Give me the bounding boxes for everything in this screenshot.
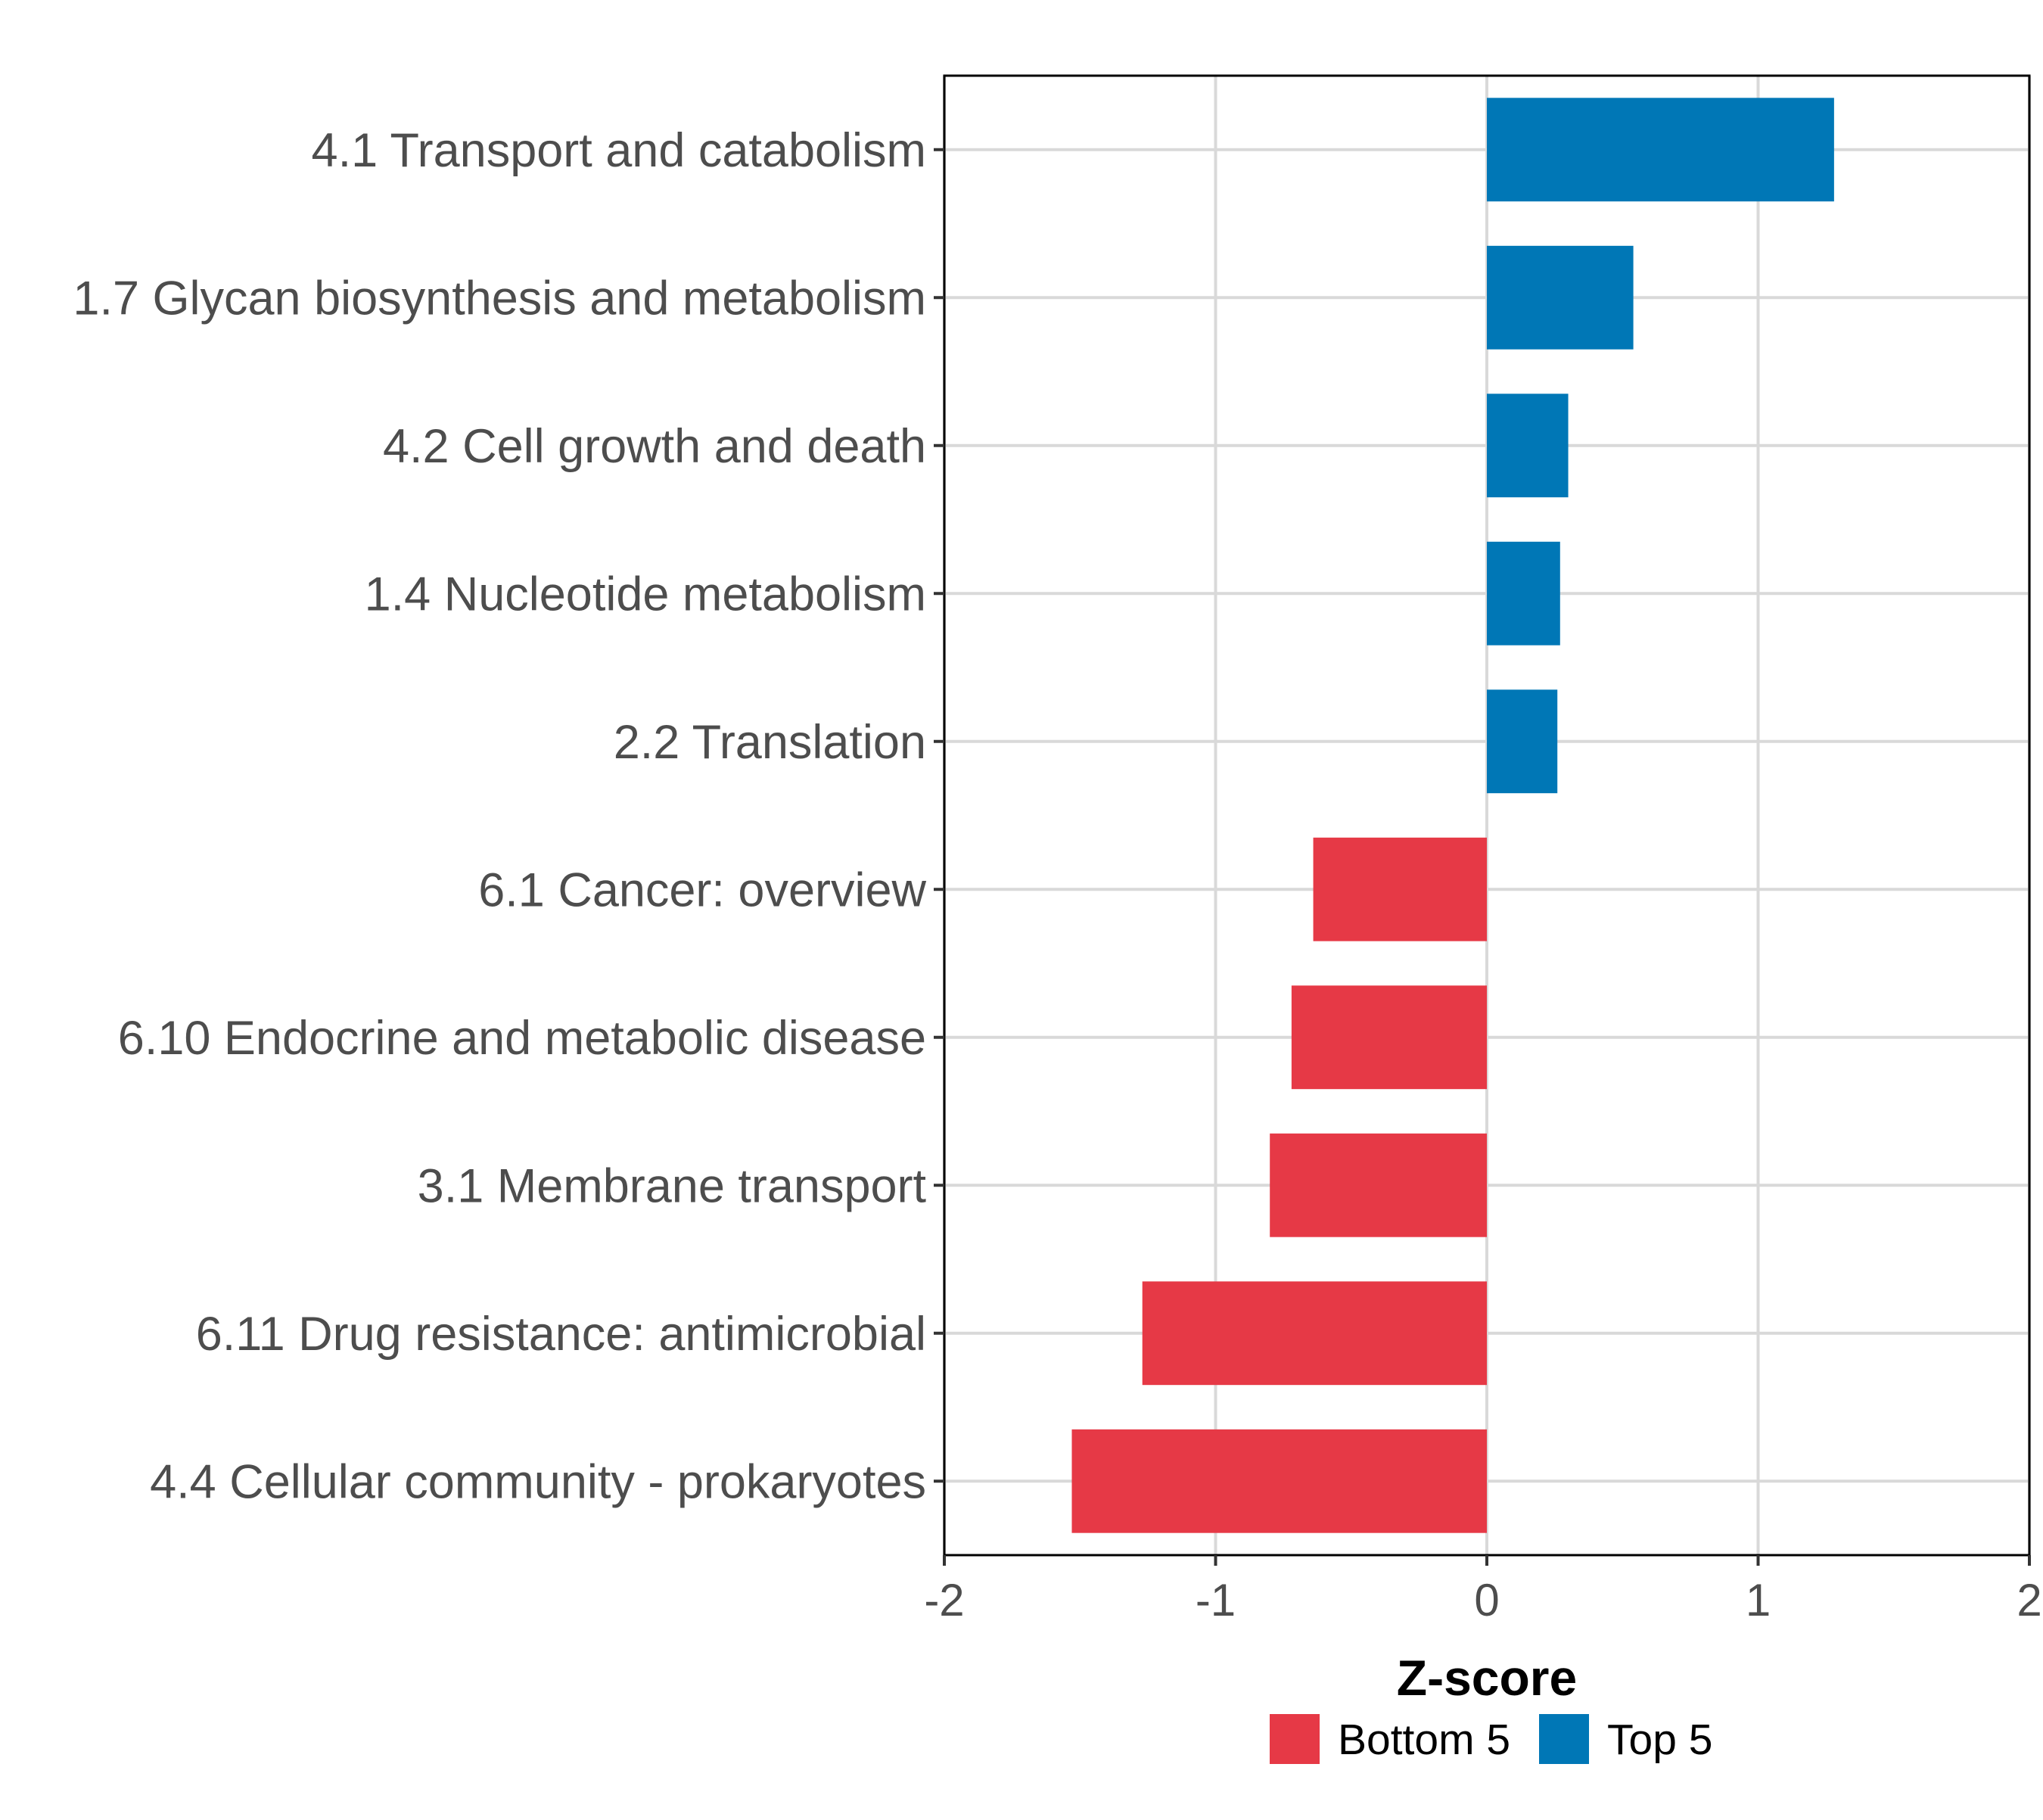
category-label-2: 1.7 Glycan biosynthesis and metabolism xyxy=(73,272,926,325)
x-axis-title: Z-score xyxy=(1397,1650,1577,1706)
bar-6 xyxy=(1313,837,1487,941)
legend-label-2: Top 5 xyxy=(1607,1716,1712,1764)
category-label-6: 6.1 Cancer: overview xyxy=(478,863,926,916)
category-label-4: 1.4 Nucleotide metabolism xyxy=(365,568,926,621)
bar-1 xyxy=(1487,98,1834,202)
category-label-8: 3.1 Membrane transport xyxy=(418,1159,927,1212)
ticks-layer xyxy=(934,148,2031,1566)
bar-9 xyxy=(1142,1281,1487,1386)
category-label-3: 4.2 Cell growth and death xyxy=(383,420,926,473)
category-label-10: 4.4 Cellular community - prokaryotes xyxy=(150,1455,926,1508)
x-tick-label-1: -1 xyxy=(1196,1575,1236,1626)
x-tick-label-2: 0 xyxy=(1474,1575,1499,1626)
x-tick-labels: -2 -1 0 1 2 xyxy=(924,1575,2041,1626)
legend-label-1: Bottom 5 xyxy=(1338,1716,1510,1764)
bar-4 xyxy=(1487,541,1560,646)
bar-2 xyxy=(1487,245,1634,350)
bar-3 xyxy=(1487,394,1569,498)
bar-7 xyxy=(1291,985,1487,1090)
legend: Bottom 5 Top 5 xyxy=(1270,1714,1712,1764)
bars-layer xyxy=(1071,98,1834,1533)
category-labels: 4.1 Transport and catabolism 1.7 Glycan b… xyxy=(73,124,926,1509)
category-label-5: 2.2 Translation xyxy=(614,716,926,769)
category-label-7: 6.10 Endocrine and metabolic disease xyxy=(118,1012,926,1065)
x-tick-label-0: -2 xyxy=(924,1575,964,1626)
x-tick-label-3: 1 xyxy=(1746,1575,1771,1626)
legend-key-1 xyxy=(1270,1714,1320,1764)
bar-8 xyxy=(1270,1133,1487,1237)
x-tick-label-4: 2 xyxy=(2017,1575,2041,1626)
bar-5 xyxy=(1487,689,1558,794)
category-label-1: 4.1 Transport and catabolism xyxy=(312,124,926,177)
bar-10 xyxy=(1071,1429,1487,1533)
legend-key-2 xyxy=(1539,1714,1589,1764)
category-label-9: 6.11 Drug resistance: antimicrobial xyxy=(196,1308,926,1361)
